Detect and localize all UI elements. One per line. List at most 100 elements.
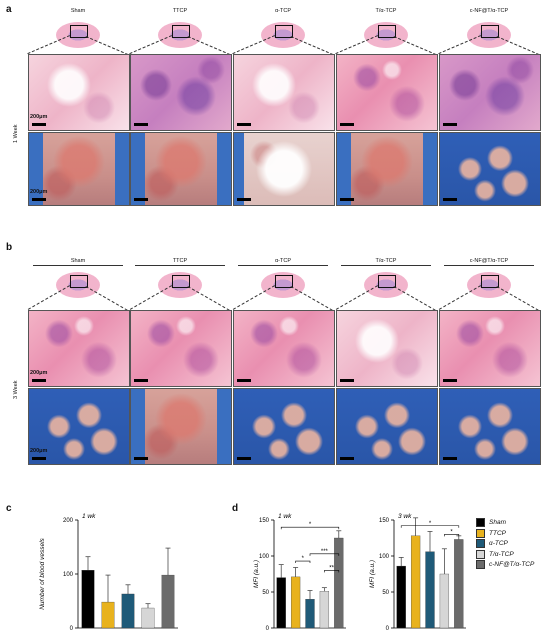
region-of-interest-box	[481, 25, 499, 38]
region-of-interest-box	[172, 275, 190, 288]
legend-item: TTCP	[476, 528, 534, 538]
legend-swatch	[476, 549, 485, 559]
y-tick-label: 0	[386, 626, 390, 632]
overview-section-image	[364, 22, 408, 48]
zoom-guide-line	[232, 285, 275, 310]
scale-bar	[32, 123, 46, 126]
y-axis-title: MFI (a.u.)	[253, 560, 260, 588]
legend-label: α-TCP	[489, 540, 508, 547]
y-tick-label: 50	[382, 590, 389, 596]
legend-label: c-NF@T/α-TCP	[489, 561, 535, 568]
overview-section-image	[467, 272, 511, 298]
zoom-guide-line	[129, 285, 172, 310]
column-title-2: α-TCP	[274, 8, 291, 14]
y-tick-label: 100	[259, 554, 270, 560]
zoom-guide-line	[290, 286, 333, 311]
legend-item: Sham	[476, 518, 534, 527]
chart-subtitle: 1 wk	[278, 513, 292, 520]
overview-section-image	[261, 272, 305, 298]
legend-item: T/α-TCP	[476, 549, 534, 559]
timepoint-label: 1 Week	[13, 124, 19, 143]
chart-mfi-3wk: 0 50 100 150 MFI (a.u.) 3 wk * *	[369, 513, 466, 632]
scale-bar	[134, 457, 148, 460]
chart-subtitle: 3 wk	[398, 513, 412, 520]
masson-trichrome-image	[130, 132, 232, 206]
legend-item: c-NF@T/α-TCP	[476, 560, 534, 569]
column-title-2: α-TCP	[238, 258, 328, 266]
bar-4	[334, 537, 344, 629]
he-stain-image	[130, 310, 232, 387]
y-tick-label: 50	[262, 590, 269, 596]
he-stain-image	[439, 310, 541, 387]
scale-bar	[340, 198, 354, 201]
he-stain-image	[28, 310, 130, 387]
bar-1	[290, 576, 301, 629]
scale-bar	[443, 457, 457, 460]
masson-trichrome-image	[439, 388, 541, 465]
y-tick-label: 200	[63, 518, 74, 524]
panel-letter-a: a	[6, 4, 12, 15]
masson-trichrome-image	[233, 388, 335, 465]
legend-label: Sham	[489, 519, 506, 526]
overview-section-image	[261, 22, 305, 48]
scale-bar	[340, 457, 354, 460]
significance-bracket	[309, 553, 340, 556]
masson-trichrome-image	[28, 388, 130, 465]
he-stain-image	[336, 310, 438, 387]
region-of-interest-box	[378, 275, 396, 288]
masson-trichrome-image	[336, 388, 438, 465]
y-tick-label: 150	[379, 518, 390, 524]
significance-bracket	[324, 570, 340, 573]
scale-bar	[134, 379, 148, 382]
masson-trichrome-image	[233, 132, 335, 206]
column-title-3: T/α-TCP	[375, 8, 397, 14]
zoom-guide-line	[27, 285, 70, 310]
masson-trichrome-image	[439, 132, 541, 206]
scale-bar	[443, 198, 457, 201]
scale-label: 200μm	[30, 370, 48, 376]
scale-label: 200μm	[30, 189, 48, 195]
legend-swatch	[476, 518, 485, 527]
masson-trichrome-image	[130, 388, 232, 465]
bar-0	[81, 570, 95, 629]
chart-subtitle: 1 wk	[82, 513, 96, 520]
zoom-guide-line	[393, 36, 436, 55]
overview-section-image	[364, 272, 408, 298]
overview-section-image	[467, 22, 511, 48]
zoom-guide-line	[85, 286, 128, 311]
bar-1	[410, 535, 421, 629]
scale-bar	[134, 198, 148, 201]
scale-label: 200μm	[30, 448, 48, 454]
overview-section-image	[158, 22, 202, 48]
scale-bar	[340, 379, 354, 382]
he-stain-image	[130, 54, 232, 131]
significance-label: *	[302, 556, 305, 562]
scale-bar	[32, 379, 46, 382]
chart-legend: Sham TTCP α-TCP T/α-TCP c-NF@T/α-TCP	[476, 518, 534, 571]
legend-label: T/α-TCP	[489, 550, 514, 558]
y-tick-label: 100	[63, 572, 74, 578]
column-title-1: TTCP	[172, 8, 188, 14]
significance-label: ***	[321, 549, 329, 555]
legend-swatch	[476, 539, 485, 548]
legend-label: TTCP	[489, 529, 506, 537]
scale-bar	[32, 457, 46, 460]
scale-bar	[237, 457, 251, 460]
column-title-4: c-NF@T/α-TCP	[469, 8, 509, 14]
he-stain-image	[439, 54, 541, 131]
chart-blood-vessels: 0 100 200 Number of blood vessels 1 wk	[39, 513, 178, 632]
panel-letter-c: c	[6, 503, 12, 514]
bar-4	[454, 539, 464, 629]
region-of-interest-box	[275, 25, 293, 38]
column-title-1: TTCP	[135, 258, 225, 266]
scale-label: 200μm	[30, 114, 48, 120]
y-axis-title: MFI (a.u.)	[369, 560, 376, 588]
zoom-guide-line	[438, 285, 481, 310]
bar-4	[161, 574, 175, 629]
masson-trichrome-image	[336, 132, 438, 206]
region-of-interest-box	[70, 275, 88, 288]
bar-0	[396, 565, 406, 629]
legend-swatch	[476, 528, 485, 538]
significance-label: *	[309, 522, 312, 528]
